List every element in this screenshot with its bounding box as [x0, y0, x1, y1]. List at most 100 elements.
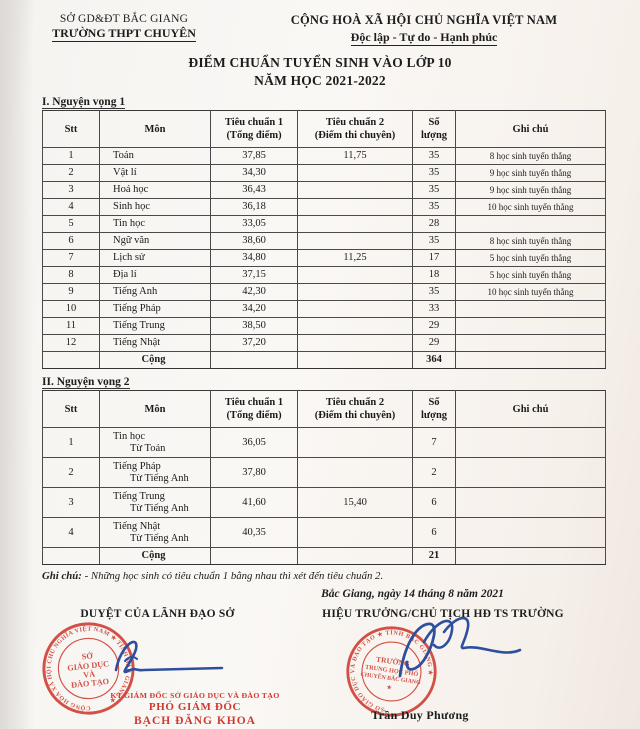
table-cell	[455, 457, 606, 489]
table-cell: 15,40	[297, 487, 413, 519]
column-header: Số lượng	[412, 390, 456, 429]
table-cell: 36,43	[210, 181, 298, 200]
table-cell	[210, 351, 298, 370]
table-cell: 35	[412, 147, 456, 166]
table-cell: Tiếng Nhật	[99, 334, 211, 353]
table-cell: 364	[412, 351, 456, 370]
date-line: Bắc Giang, ngày 14 tháng 8 năm 2021	[321, 588, 504, 601]
nv1-scores-table: Stt Môn Tiêu chuẩn 1 (Tổng điểm) Tiêu chuẩn…	[42, 110, 606, 370]
table-cell	[297, 283, 413, 302]
table-header-row: Stt Môn Tiêu chuẩn 1 (Tổng điểm) Tiêu chuẩn…	[42, 110, 606, 149]
table-cell: 33	[412, 300, 456, 319]
table-cell	[297, 181, 413, 200]
table-cell: 37,85	[210, 147, 298, 166]
section-2-label: II. Nguyện vọng 2	[42, 376, 130, 390]
left-signature-heading: DUYỆT CỦA LÃNH ĐẠO SỞ	[80, 608, 235, 621]
table-cell: 10 học sinh tuyển thẳng	[455, 283, 606, 302]
table-row: 9 Tiếng Anh 42,30 35 10 học sinh tuyển thẳng	[42, 283, 606, 302]
national-motto-block: CỘNG HOÀ XÃ HỘI CHỦ NGHĨA VIỆT NAM Độc l…	[248, 13, 600, 46]
table-cell: 36,18	[210, 198, 298, 217]
table-cell: 9	[42, 283, 100, 302]
title-line-2: NĂM HỌC 2021-2022	[254, 72, 386, 88]
table-row: 6 Ngữ văn 38,60 35 8 học sinh tuyển thẳng	[42, 232, 606, 251]
table-cell: Ngữ văn	[99, 232, 211, 251]
table-cell	[210, 547, 298, 566]
issuing-org-block: SỞ GD&ĐT BẮC GIANG TRƯỜNG THPT CHUYÊN	[0, 13, 248, 45]
stamp-center-line: ĐÀO TẠO	[71, 676, 110, 690]
table-cell: 11	[42, 317, 100, 336]
table-cell: Tiếng Pháp	[99, 300, 211, 319]
nv2-table-body: 1 Tin học Từ Toán 36,05 7 2 Tiếng Pháp Từ Tiếng…	[42, 427, 606, 566]
right-handwritten-signature	[398, 617, 522, 678]
table-cell: 37,80	[210, 457, 298, 489]
table-cell: 1	[42, 427, 100, 459]
table-cell	[455, 487, 606, 519]
title-line-1: ĐIỂM CHUẨN TUYỂN SINH VÀO LỚP 10	[188, 55, 452, 70]
left-handwritten-signature	[114, 640, 224, 674]
table-cell: Tiếng Nhật Từ Tiếng Anh	[99, 517, 211, 549]
table-cell: Cộng	[99, 547, 211, 566]
department-round-stamp: CỘNG HÒA XÃ HỘI CHỦ NGHĨA VIỆT NAM ★ TỈN…	[40, 620, 136, 716]
school-round-stamp: SỞ GIÁO DỤC VÀ ĐÀO TẠO ★ TỈNH BẮC GIANG …	[343, 623, 439, 719]
table-cell: Sinh học	[99, 198, 211, 217]
table-cell: 10 học sinh tuyển thẳng	[455, 198, 606, 217]
table-row: 10 Tiếng Pháp 34,20 33	[42, 300, 606, 319]
table-cell: 11,75	[297, 147, 413, 166]
document-header: SỞ GD&ĐT BẮC GIANG TRƯỜNG THPT CHUYÊN CỘ…	[0, 0, 640, 46]
column-header: Số lượng	[412, 110, 456, 149]
table-row: 11 Tiếng Trung 38,50 29	[42, 317, 606, 336]
table-cell: 5	[42, 215, 100, 234]
stamp-center-line: VÀ	[83, 669, 96, 680]
table-cell	[455, 517, 606, 549]
table-cell: 3	[42, 181, 100, 200]
table-row: 7 Lịch sử 34,80 11,25 17 5 học sinh tuyển thẳ…	[42, 249, 606, 268]
table-cell: 2	[42, 164, 100, 183]
table-cell: 35	[412, 232, 456, 251]
org-name: SỞ GD&ĐT BẮC GIANG	[59, 13, 189, 25]
national-motto: Độc lập - Tự do - Hạnh phúc	[350, 30, 498, 46]
table-cell: 12	[42, 334, 100, 353]
total-row: Cộng 21	[42, 547, 606, 566]
table-cell: 21	[412, 547, 456, 566]
table-cell	[297, 351, 413, 370]
table-row: 1 Toán 37,85 11,75 35 8 học sinh tuyển thẳng	[42, 147, 606, 166]
table-cell: 17	[412, 249, 456, 268]
stamp-center-star: ★	[386, 683, 393, 692]
table-cell: 6	[42, 232, 100, 251]
section-1-label: I. Nguyện vọng 1	[42, 96, 126, 110]
table-row: 4 Sinh học 36,18 35 10 học sinh tuyển thẳng	[42, 198, 606, 217]
table-cell: 5 học sinh tuyển thẳng	[455, 266, 606, 285]
table-cell: Tiếng Pháp Từ Tiếng Anh	[99, 457, 211, 489]
table-cell	[297, 334, 413, 353]
table-cell	[42, 351, 100, 370]
table-cell: 29	[412, 317, 456, 336]
table-cell: 35	[412, 283, 456, 302]
table-cell	[42, 547, 100, 566]
table-cell: 29	[412, 334, 456, 353]
column-header: Tiêu chuẩn 2 (Điểm thi chuyên)	[297, 390, 413, 429]
table-cell	[297, 232, 413, 251]
column-header: Ghi chú	[455, 390, 606, 429]
table-cell: Cộng	[99, 351, 211, 370]
column-header: Môn	[99, 390, 211, 429]
table-cell: 35	[412, 164, 456, 183]
table-cell: 36,05	[210, 427, 298, 459]
column-header: Stt	[42, 110, 100, 149]
table-cell: Địa lí	[99, 266, 211, 285]
table-cell: 38,50	[210, 317, 298, 336]
table-cell: 28	[412, 215, 456, 234]
table-cell: 7	[42, 249, 100, 268]
table-cell: 8 học sinh tuyển thẳng	[455, 147, 606, 166]
table-cell: Tiếng Anh	[99, 283, 211, 302]
table-cell: 35	[412, 198, 456, 217]
signer-name: BẠCH ĐĂNG KHOA	[134, 714, 256, 727]
table-header-row: Stt Môn Tiêu chuẩn 1 (Tổng điểm) Tiêu chuẩn…	[42, 390, 606, 429]
nv2-scores-table: Stt Môn Tiêu chuẩn 1 (Tổng điểm) Tiêu chuẩn…	[42, 390, 606, 566]
table-cell	[297, 300, 413, 319]
table-cell: Tiếng Trung	[99, 317, 211, 336]
table-cell: 2	[42, 457, 100, 489]
total-row: Cộng 364	[42, 351, 606, 370]
table-cell: 34,80	[210, 249, 298, 268]
table-cell: 41,60	[210, 487, 298, 519]
table-cell: 37,20	[210, 334, 298, 353]
